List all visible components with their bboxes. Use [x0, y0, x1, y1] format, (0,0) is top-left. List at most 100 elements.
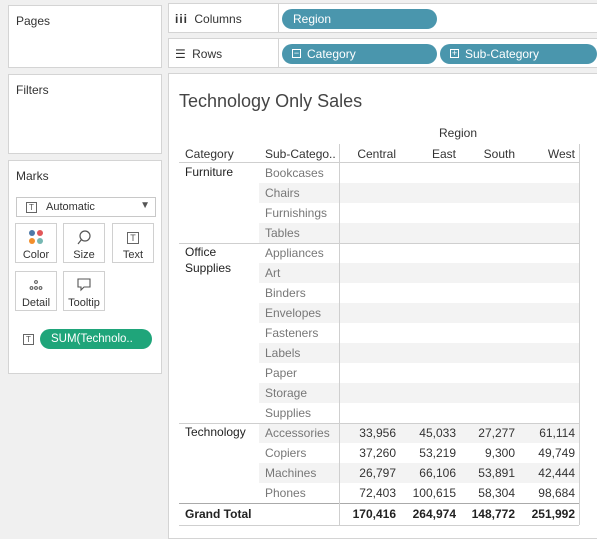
- subcategory-cell: Copiers: [265, 446, 307, 460]
- group-divider: [179, 423, 579, 424]
- category-label: Furniture: [185, 165, 234, 179]
- text-label: Text: [122, 249, 144, 261]
- detail-dots-icon: [16, 277, 56, 297]
- rows-icon: ☰: [175, 47, 186, 61]
- columns-shelf: iii Columns Region: [168, 3, 597, 33]
- text-button[interactable]: T Text: [112, 223, 154, 263]
- category-label-line: Supplies: [185, 261, 232, 275]
- subcategory-cell: Accessories: [265, 426, 330, 440]
- table-right-edge: [579, 144, 580, 525]
- grand-total-value: 251,992: [531, 507, 575, 521]
- column-header-central: Central: [357, 147, 396, 161]
- marks-title: Marks: [16, 169, 49, 183]
- mark-type-dropdown[interactable]: T Automatic ▼: [16, 197, 156, 217]
- value-cell: 66,106: [419, 466, 456, 480]
- value-cell: 49,749: [538, 446, 575, 460]
- rows-label-text: Rows: [192, 47, 223, 61]
- value-cell: 58,304: [478, 486, 515, 500]
- columns-icon: iii: [175, 12, 189, 26]
- text-mark-icon: T: [26, 202, 37, 213]
- grand-total-label: Grand Total: [185, 507, 252, 521]
- marks-card: Marks T Automatic ▼ Color Size T: [8, 160, 162, 374]
- value-cell: 98,684: [538, 486, 575, 500]
- category-label-line: Office: [185, 245, 217, 259]
- text-t-icon: T: [113, 229, 153, 249]
- expand-plus-icon[interactable]: +: [450, 48, 459, 58]
- value-cell: 33,956: [359, 426, 396, 440]
- subcategory-cell: Chairs: [265, 186, 300, 200]
- subcategory-pill[interactable]: + Sub-Category: [440, 44, 597, 64]
- region-pill-label: Region: [293, 12, 332, 26]
- category-pill-label: Category: [307, 47, 356, 61]
- subcategory-cell: Fasteners: [265, 326, 319, 340]
- row-band: [259, 223, 579, 243]
- worksheet-view: Technology Only Sales Region Category Sub-…: [168, 73, 597, 539]
- category-header: Category: [185, 147, 234, 161]
- size-label: Size: [73, 249, 95, 261]
- subcategory-cell: Art: [265, 266, 281, 280]
- header-divider: [179, 162, 579, 163]
- row-band: [259, 263, 579, 283]
- grand-total-value: 170,416: [352, 507, 396, 521]
- detail-button[interactable]: Detail: [15, 271, 57, 311]
- table-bottom-line: [179, 525, 579, 526]
- row-band: [259, 343, 579, 363]
- subcategory-cell: Envelopes: [265, 306, 322, 320]
- detail-label: Detail: [21, 297, 51, 309]
- values-divider: [339, 144, 340, 525]
- column-header-west: West: [547, 147, 575, 161]
- rows-shelf-label: ☰ Rows: [175, 47, 222, 61]
- pages-card[interactable]: Pages: [8, 5, 162, 68]
- subcategory-cell: Bookcases: [265, 166, 324, 180]
- color-dots-icon: [16, 229, 56, 249]
- filters-card[interactable]: Filters: [8, 74, 162, 154]
- grand-total-value: 264,974: [412, 507, 456, 521]
- worksheet-title: Technology Only Sales: [179, 91, 363, 111]
- columns-label-text: Columns: [194, 12, 242, 26]
- column-header-east: East: [431, 147, 456, 161]
- value-cell: 53,219: [419, 446, 456, 460]
- value-cell: 27,277: [478, 426, 515, 440]
- text-encoding-icon: T: [23, 334, 34, 345]
- subcategory-cell: Binders: [265, 286, 306, 300]
- collapse-minus-icon[interactable]: −: [292, 48, 301, 58]
- subcategory-cell: Tables: [265, 226, 300, 240]
- value-cell: 53,891: [478, 466, 515, 480]
- value-cell: 26,797: [359, 466, 396, 480]
- dropdown-arrow-icon: ▼: [140, 200, 150, 211]
- columns-shelf-label: iii Columns: [175, 12, 242, 26]
- grand-total-divider: [179, 503, 579, 504]
- subcategory-header: Sub-Catego..: [265, 147, 336, 161]
- subcategory-cell: Supplies: [265, 406, 312, 420]
- grand-total-value: 148,772: [471, 507, 515, 521]
- subcategory-cell: Machines: [265, 466, 317, 480]
- value-cell: 42,444: [538, 466, 575, 480]
- region-pill[interactable]: Region: [282, 9, 437, 29]
- rows-shelf: ☰ Rows − Category + Sub-Category: [168, 38, 597, 68]
- mark-type-label: Automatic: [46, 201, 95, 213]
- group-divider: [179, 243, 579, 244]
- category-pill[interactable]: − Category: [282, 44, 437, 64]
- row-band: [259, 183, 579, 203]
- size-button[interactable]: Size: [63, 223, 105, 263]
- color-button[interactable]: Color: [15, 223, 57, 263]
- value-cell: 45,033: [419, 426, 456, 440]
- color-label: Color: [22, 249, 50, 261]
- value-cell: 37,260: [359, 446, 396, 460]
- subcategory-cell: Storage: [265, 386, 308, 400]
- tooltip-bubble-icon: [64, 277, 104, 297]
- subcategory-cell: Phones: [265, 486, 306, 500]
- value-cell: 9,300: [484, 446, 515, 460]
- subcategory-pill-label: Sub-Category: [465, 47, 540, 61]
- tooltip-button[interactable]: Tooltip: [63, 271, 105, 311]
- value-cell: 61,114: [539, 426, 575, 440]
- value-cell: 100,615: [412, 486, 456, 500]
- category-label: Technology: [185, 425, 246, 439]
- pages-title: Pages: [16, 14, 51, 28]
- filters-title: Filters: [16, 83, 49, 97]
- sum-technology-pill[interactable]: SUM(Technolo..: [40, 329, 152, 349]
- value-cell: 72,403: [359, 486, 396, 500]
- size-lasso-icon: [64, 229, 104, 249]
- subcategory-cell: Appliances: [265, 246, 324, 260]
- subcategory-cell: Labels: [265, 346, 301, 360]
